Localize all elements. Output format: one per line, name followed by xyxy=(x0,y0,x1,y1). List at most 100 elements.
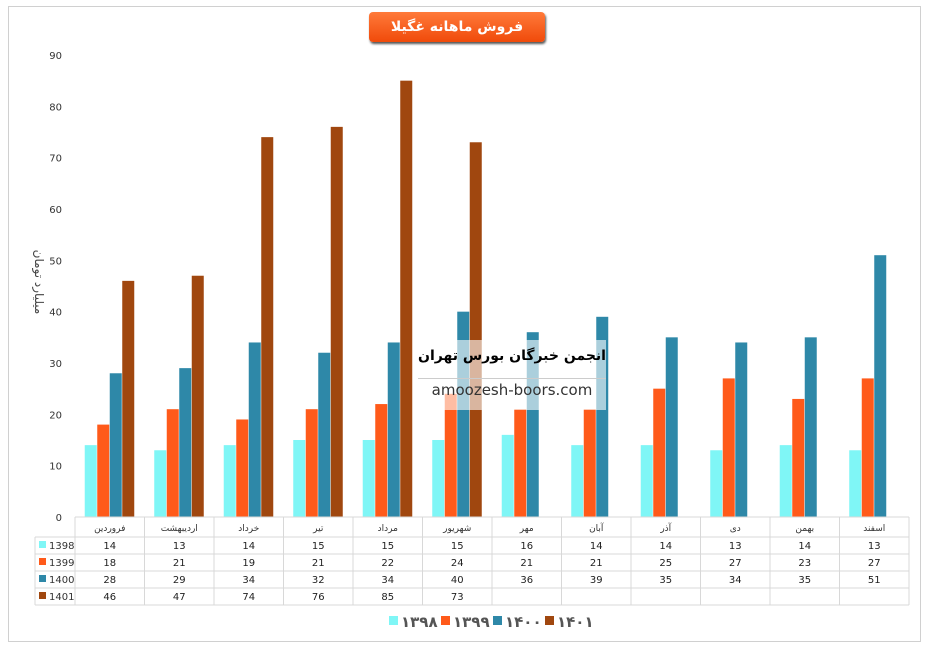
bar-1399 xyxy=(305,409,318,517)
y-axis-label: میلیارد تومان xyxy=(32,249,46,315)
bar-1398 xyxy=(293,440,306,517)
y-tick-label: 30 xyxy=(49,359,62,370)
table-value: 25 xyxy=(659,558,672,569)
bar-1400 xyxy=(109,373,122,517)
table-value: 13 xyxy=(868,541,881,552)
table-legend-key xyxy=(39,575,46,582)
table-legend-key xyxy=(39,558,46,565)
table-value: 21 xyxy=(312,558,325,569)
bar-1399 xyxy=(653,388,666,517)
legend-key-1400 xyxy=(493,616,502,625)
table-value: 14 xyxy=(659,541,672,552)
bar-1398 xyxy=(640,445,653,517)
table-value: 28 xyxy=(103,575,116,586)
table-value: 46 xyxy=(103,592,116,603)
legend-label-1401: ۱۴۰۱ xyxy=(557,613,594,631)
table-value: 34 xyxy=(729,575,742,586)
table-series-label: 1400 xyxy=(49,575,74,586)
table-value: 14 xyxy=(103,541,116,552)
category-label: اسفند xyxy=(863,524,885,534)
bar-1398 xyxy=(84,445,97,517)
bar-1400 xyxy=(804,337,817,517)
y-tick-label: 50 xyxy=(49,256,62,267)
table-value: 76 xyxy=(312,592,325,603)
legend-label-1398: ۱۳۹۸ xyxy=(401,613,438,631)
bar-1398 xyxy=(154,450,167,517)
y-tick-label: 70 xyxy=(49,154,62,165)
table-value: 35 xyxy=(798,575,811,586)
table-value: 21 xyxy=(173,558,186,569)
legend-key-1398 xyxy=(389,616,398,625)
table-value: 15 xyxy=(451,541,464,552)
bar-1399 xyxy=(583,409,596,517)
y-tick-label: 0 xyxy=(56,513,62,524)
bar-1399 xyxy=(166,409,179,517)
legend-key-1401 xyxy=(545,616,554,625)
bar-1398 xyxy=(779,445,792,517)
table-value: 27 xyxy=(729,558,742,569)
table-value: 74 xyxy=(242,592,255,603)
table-series-label: 1398 xyxy=(49,541,74,552)
table-value: 14 xyxy=(242,541,255,552)
y-tick-label: 90 xyxy=(49,51,62,62)
bar-1399 xyxy=(236,419,249,517)
table-value: 21 xyxy=(590,558,603,569)
bar-1399 xyxy=(722,378,735,517)
category-label: دی xyxy=(730,524,741,534)
bar-1401 xyxy=(469,142,482,517)
category-label: مهر xyxy=(519,524,534,534)
bar-1398 xyxy=(849,450,862,517)
bar-1400 xyxy=(874,255,887,517)
bar-1398 xyxy=(362,440,375,517)
bar-1398 xyxy=(501,434,514,517)
table-value: 23 xyxy=(798,558,811,569)
y-tick-label: 60 xyxy=(49,205,62,216)
category-label: فروردین xyxy=(94,524,125,534)
table-value: 34 xyxy=(381,575,394,586)
table-value: 27 xyxy=(868,558,881,569)
bar-1398 xyxy=(432,440,445,517)
bar-1399 xyxy=(444,393,457,517)
table-value: 85 xyxy=(381,592,394,603)
table-value: 47 xyxy=(173,592,186,603)
bar-1401 xyxy=(122,280,135,517)
table-value: 32 xyxy=(312,575,325,586)
table-value: 16 xyxy=(520,541,533,552)
table-value: 29 xyxy=(173,575,186,586)
y-tick-label: 80 xyxy=(49,102,62,113)
table-value: 14 xyxy=(590,541,603,552)
category-label: شهریور xyxy=(442,524,471,534)
table-legend-key xyxy=(39,541,46,548)
table-value: 21 xyxy=(520,558,533,569)
table-value: 14 xyxy=(798,541,811,552)
bar-1400 xyxy=(665,337,678,517)
table-value: 51 xyxy=(868,575,881,586)
category-label: بهمن xyxy=(795,524,814,534)
bar-1401 xyxy=(330,126,343,517)
y-tick-label: 40 xyxy=(49,308,62,319)
table-value: 13 xyxy=(173,541,186,552)
table-series-label: 1399 xyxy=(49,558,74,569)
table-value: 22 xyxy=(381,558,394,569)
table-value: 40 xyxy=(451,575,464,586)
table-value: 15 xyxy=(381,541,394,552)
bar-1399 xyxy=(514,409,527,517)
bar-1400 xyxy=(248,342,261,517)
table-value: 35 xyxy=(659,575,672,586)
table-value: 15 xyxy=(312,541,325,552)
category-label: آذر xyxy=(659,522,671,534)
watermark-line1: انجمن خبرگان بورس تهران xyxy=(418,348,606,364)
chart-title: فروش ماهانه غگیلا xyxy=(369,12,545,42)
bar-1398 xyxy=(710,450,723,517)
table-value: 24 xyxy=(451,558,464,569)
chart-frame xyxy=(8,6,921,642)
bar-1399 xyxy=(792,398,805,517)
bar-1400 xyxy=(318,352,331,517)
bar-1401 xyxy=(191,275,204,517)
table-value: 13 xyxy=(729,541,742,552)
legend-key-1399 xyxy=(441,616,450,625)
y-tick-label: 20 xyxy=(49,410,62,421)
bar-1399 xyxy=(375,404,388,517)
category-label: آبان xyxy=(589,522,604,534)
